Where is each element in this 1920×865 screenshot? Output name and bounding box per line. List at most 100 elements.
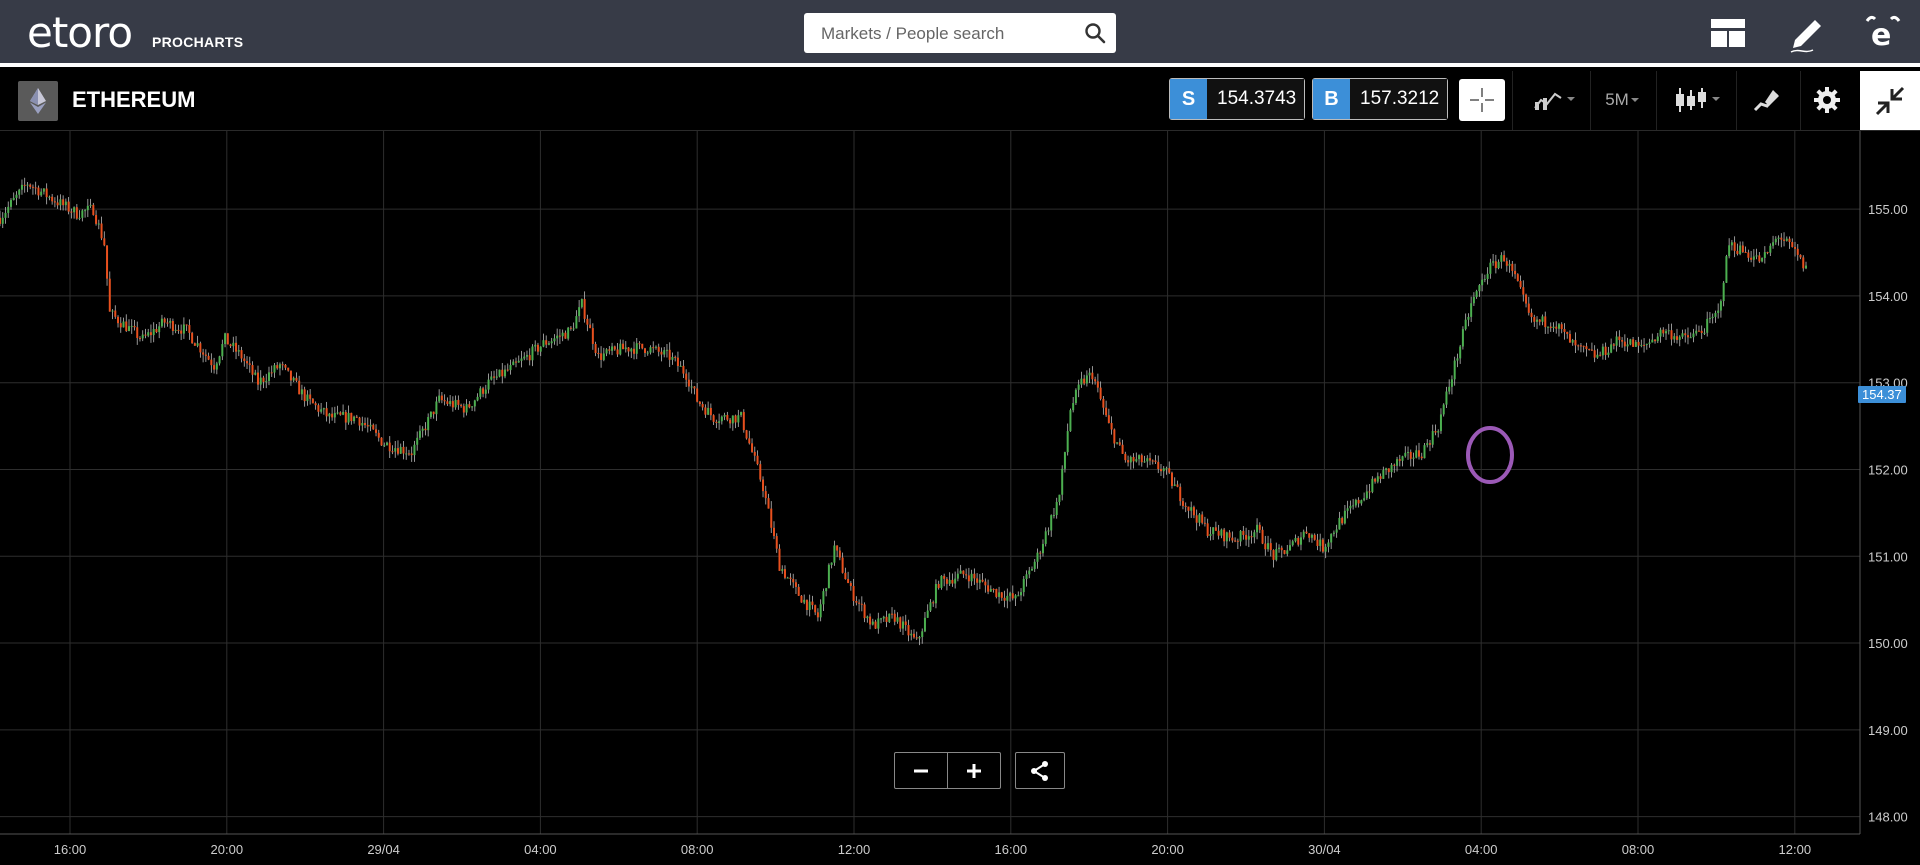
candle-body [405,453,408,455]
x-tick-label: 16:00 [54,842,87,857]
candle-body [690,386,693,388]
etoro-logo[interactable]: etoro [27,8,133,54]
candle-body [1036,552,1039,562]
x-tick-label: 08:00 [681,842,714,857]
candle-body [84,210,87,212]
candle-body [1428,443,1431,445]
settings-button[interactable] [1804,79,1850,121]
candle-body [1258,524,1261,530]
chart-type-button[interactable] [1668,79,1728,121]
candle-body [1772,242,1775,246]
candle-body [849,582,852,587]
candle-body [1321,539,1324,552]
candle-body [1557,324,1560,329]
y-tick-label: 150.00 [1868,636,1908,651]
candle-body [619,343,622,355]
candle-body [696,388,699,402]
y-tick-label: 154.00 [1868,289,1908,304]
candle-body [561,332,564,337]
candle-body [295,377,298,381]
price-chart[interactable]: 148.00 149.00 150.00 151.00 152.00 153.00 154.… [0,131,1920,865]
candle-body [907,625,910,636]
candle-body [1069,410,1072,432]
timeframe-dropdown[interactable]: 5M [1598,79,1648,121]
y-tick-label: 155.00 [1868,202,1908,217]
zoom-out-button[interactable] [895,753,947,788]
candle-body [350,412,353,422]
candle-body [1110,422,1113,430]
candle-body [20,184,23,190]
candle-body [1610,344,1613,353]
candle-body [1338,517,1341,530]
chevron-down-icon [1630,98,1639,102]
indicators-button[interactable] [1526,79,1584,121]
candle-body [1379,476,1382,479]
candle-body [394,448,397,452]
candle-body [309,394,312,399]
candle-body [591,328,594,344]
candle-body [1615,336,1618,346]
candle-body [462,406,465,413]
candle-body [1736,250,1739,254]
etoro-app-icon[interactable]: e [1860,10,1906,56]
candlestick-chart[interactable]: 148.00149.00150.00151.00152.00153.00154.… [0,131,1920,865]
candle-body [956,573,959,579]
candle-body [1796,248,1799,255]
candle-body [1299,537,1302,545]
candle-body [858,602,861,604]
candle-body [1387,468,1390,473]
candle-body [473,400,476,407]
candle-body [1533,317,1536,322]
candle-body [336,412,339,414]
candle-body [641,343,644,349]
current-price-tag: 154.37 [1858,385,1906,403]
candle-body [1011,593,1014,599]
crosshair-button[interactable] [1459,79,1505,121]
buy-price-button[interactable]: B 157.3212 [1312,78,1449,120]
candle-body [951,579,954,584]
candle-body [213,365,216,370]
candle-body [1269,543,1272,551]
drawing-tools-button[interactable] [1742,79,1792,121]
candle-body [1228,532,1231,538]
candle-body [1025,574,1028,579]
candle-body [369,424,372,427]
candle-body [811,601,814,606]
candle-body [674,356,677,358]
candle-body [539,346,542,352]
candle-body [300,389,303,395]
share-button[interactable] [1015,752,1065,789]
candle-body [1719,301,1722,311]
search-box[interactable] [804,13,1116,55]
candle-body [476,396,479,401]
x-tick-label: 04:00 [524,842,557,857]
layout-icon[interactable] [1705,10,1751,56]
collapse-fullscreen-button[interactable] [1860,71,1920,130]
candle-body [64,201,67,206]
candle-body [1096,381,1099,388]
sell-price-button[interactable]: S 154.3743 [1169,78,1306,120]
candle-body [1566,331,1569,334]
search-icon[interactable] [1084,22,1106,44]
candle-body [1684,333,1687,336]
candle-body [564,332,567,339]
candle-body [31,186,34,188]
candle-body [1516,274,1519,281]
candle-body [1162,468,1165,472]
candle-body [303,389,306,402]
candle-body [1,217,4,224]
candle-body [86,205,89,211]
candle-body [707,407,710,415]
candle-body [693,386,696,389]
candle-body [4,212,7,218]
edit-pencil-icon[interactable] [1784,10,1830,56]
candle-body [1028,570,1031,575]
search-input[interactable] [819,13,1073,55]
candle-body [361,423,364,426]
candle-body [671,356,674,360]
zoom-in-button[interactable] [947,753,1000,788]
candle-body [1305,531,1308,534]
candle-body [1497,261,1500,269]
candle-body [29,184,32,187]
candle-body [1483,279,1486,281]
